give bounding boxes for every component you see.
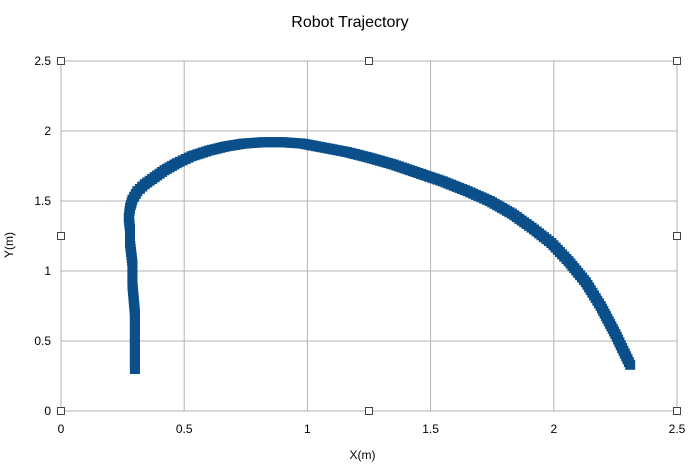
frame-handle <box>365 407 373 415</box>
x-tick-label: 0 <box>58 422 65 436</box>
data-point <box>625 359 636 370</box>
x-tick-label: 1 <box>304 422 311 436</box>
x-tick-label: 2.5 <box>669 422 686 436</box>
y-tick-label: 2 <box>44 124 51 138</box>
frame-handle <box>673 57 681 65</box>
y-tick-label: 1 <box>44 264 51 278</box>
frame-handle <box>57 407 65 415</box>
x-tick-label: 0.5 <box>176 422 193 436</box>
y-tick-label: 0.5 <box>34 334 51 348</box>
x-axis-label: X(m) <box>349 448 376 462</box>
y-axis-label: Y(m) <box>2 232 16 258</box>
frame-handle <box>57 57 65 65</box>
frame-handle <box>57 232 65 240</box>
y-tick-label: 1.5 <box>34 194 51 208</box>
x-tick-label: 1.5 <box>422 422 439 436</box>
chart-title: Robot Trajectory <box>291 14 409 31</box>
frame-handle <box>673 407 681 415</box>
frame-handle <box>673 232 681 240</box>
y-tick-label: 0 <box>44 404 51 418</box>
x-tick-label: 2 <box>550 422 557 436</box>
y-tick-label: 2.5 <box>34 54 51 68</box>
frame-handle <box>365 57 373 65</box>
